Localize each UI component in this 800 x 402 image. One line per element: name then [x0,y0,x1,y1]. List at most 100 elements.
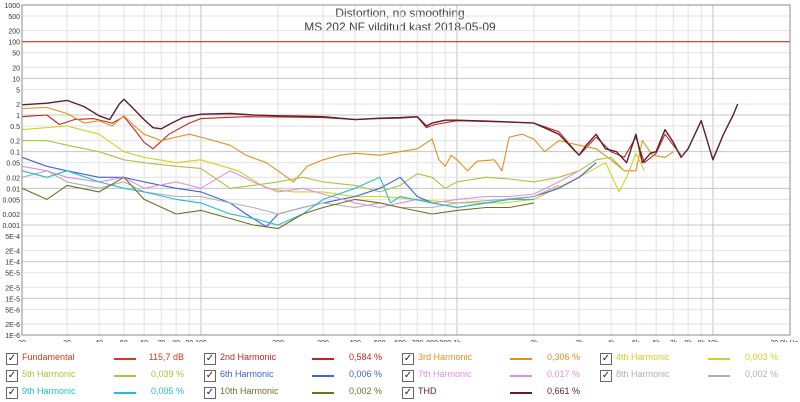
y-tick-label: 0.02 [6,175,20,182]
x-tick-label: 6k [652,340,660,342]
legend-swatch [510,375,532,377]
y-tick-label: 0.2 [10,139,20,146]
legend-swatch [708,358,730,360]
y-tick-label: 50 [12,51,20,58]
y-tick-label: 0.01 [6,186,20,193]
y-axis-labels: 1000 500 200 100 50 20 10 5 2 1 0.5 0.2 0.1 0.05 0.02 0… [2,3,20,340]
series-line-thd [21,98,739,164]
y-tick-label: 2E-5 [5,285,20,292]
legend-swatch [312,375,334,377]
x-tick-label: 60 [140,340,148,342]
x-tick-label: 8k [684,340,692,342]
y-tick-label: 0.1 [10,150,20,157]
legend-item-5th-harmonic: ✓ 5th Harmonic 0,039 % [6,368,204,385]
legend-label: 3rd Harmonic [418,352,473,362]
legend-checkbox-6th-harmonic[interactable]: ✓ [204,370,216,382]
x-tick-label: 30 [63,340,71,342]
legend-checkbox-10th-harmonic[interactable]: ✓ [204,387,216,399]
y-tick-label: 2E-6 [5,322,20,329]
y-tick-label: 1E-5 [5,296,20,303]
legend-value: 0,002 % [348,386,382,396]
x-tick-label: 300 [317,340,329,342]
y-tick-label: 0.05 [6,161,20,168]
x-tick-label: 900 [439,340,451,342]
distortion-chart[interactable]: Distortion, no smoothing MS 202 NF vildi… [0,0,800,342]
legend-label: 4th Harmonic [616,352,670,362]
series-line-7th-harmonic [21,165,580,209]
y-tick-label: 1E-6 [5,333,20,340]
x-tick-label: 4k [607,340,615,342]
y-tick-label: 200 [8,29,20,36]
plot-frame [21,4,791,336]
legend-item-10th-harmonic: ✓ 10th Harmonic 0,002 % [204,385,402,402]
x-tick-label: 70 [157,340,165,342]
legend-value: 115,7 dB [148,352,184,362]
legend-value: 0,002 % [744,369,778,379]
x-tick-label: 50 [120,340,128,342]
y-tick-label: 5E-4 [5,234,20,241]
legend-checkbox-3rd-harmonic[interactable]: ✓ [402,353,414,365]
legend-value: 0,017 % [546,369,580,379]
x-tick-label: 200 [272,340,284,342]
legend-row: ✓ 9th Harmonic 0,005 % ✓ 10th Harmonic 0,002 … [0,385,800,402]
legend-checkbox-9th-harmonic[interactable]: ✓ [6,387,18,399]
series-lines [21,41,790,230]
legend-checkbox-4th-harmonic[interactable]: ✓ [600,353,612,365]
legend-checkbox-5th-harmonic[interactable]: ✓ [6,370,18,382]
legend-label: 8th Harmonic [616,369,670,379]
x-tick-label: 2k [530,340,538,342]
legend-label: 10th Harmonic [220,386,279,396]
x-tick-label: 20.0k Hz [770,340,798,342]
y-tick-label: 500 [8,14,20,21]
x-tick-label: 40 [95,340,103,342]
x-tick-label: 400 [349,340,361,342]
legend-swatch [312,392,334,394]
legend-checkbox-thd[interactable]: ✓ [402,387,414,399]
y-tick-label: 2 [16,102,20,109]
x-tick-label: 500 [374,340,386,342]
legend-label: 5th Harmonic [22,369,76,379]
legend-value: 0,003 % [744,352,778,362]
y-tick-label: 5 [16,87,20,94]
x-tick-label: 1k [453,340,461,342]
y-tick-label: 2E-4 [5,249,20,256]
legend-value: 0,006 % [348,369,382,379]
x-tick-label: 600 [394,340,406,342]
y-tick-label: 0.005 [2,197,20,204]
legend-checkbox-2nd-harmonic[interactable]: ✓ [204,353,216,365]
y-tick-label: 10 [12,76,20,83]
y-tick-label: 20 [12,65,20,72]
legend-checkbox-8th-harmonic[interactable]: ✓ [600,370,612,382]
series-line-5th-harmonic [22,140,625,193]
legend-label: 9th Harmonic [22,386,76,396]
legend-label: 2nd Harmonic [220,352,277,362]
series-line-2nd-harmonic [21,114,682,164]
y-tick-label: 5E-5 [5,271,20,278]
legend-item-7th-harmonic: ✓ 7th Harmonic 0,017 % [402,368,600,385]
y-tick-label: 1E-4 [5,260,20,267]
legend-item-thd: ✓ THD 0,661 % [402,385,600,402]
legend-swatch [510,358,532,360]
legend-swatch [510,392,532,394]
legend-item-3rd-harmonic: ✓ 3rd Harmonic 0,306 % [402,351,600,368]
y-tick-label: 100 [8,40,20,47]
legend-value: 0,039 % [150,369,184,379]
series-line-8th-harmonic [21,170,560,215]
legend-checkbox-fundamental[interactable]: ✓ [6,353,18,365]
x-tick-label: 20 [18,340,26,342]
x-tick-label: 700 [411,340,423,342]
x-tick-label: 3k [575,340,583,342]
x-axis-labels: 20 30 40 50 60 70 80 90100 200 300 400 500 600 700800… [18,340,798,342]
x-tick-label: 90 [185,340,193,342]
series-line-10th-harmonic [21,176,535,230]
x-tick-label: 10k [707,340,719,342]
legend-value: 0,306 % [546,352,580,362]
legend-item-8th-harmonic: ✓ 8th Harmonic 0,002 % [600,368,798,385]
y-tick-label: 0.001 [2,223,20,230]
y-tick-label: 1000 [4,3,20,10]
x-tick-label: 80 [172,340,180,342]
x-tick-label: 9k [698,340,706,342]
legend-row: ✓ Fundamental 115,7 dB ✓ 2nd Harmonic 0,584 %… [0,351,800,368]
legend-checkbox-7th-harmonic[interactable]: ✓ [402,370,414,382]
legend-swatch [312,358,334,360]
